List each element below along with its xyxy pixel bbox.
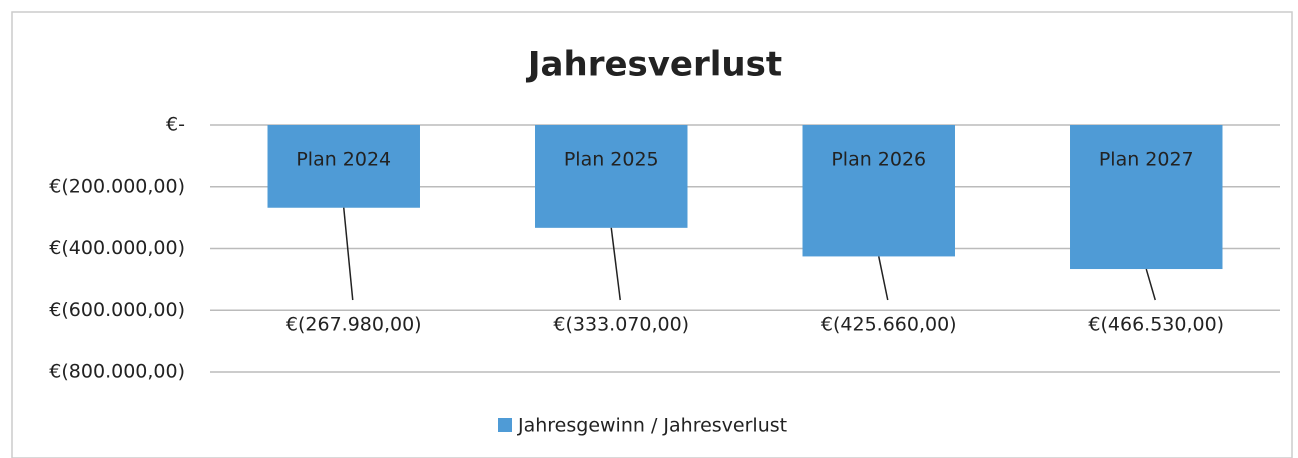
bar bbox=[535, 125, 688, 228]
y-tick-label: €- bbox=[166, 114, 185, 136]
legend-label: Jahresgewinn / Jahresverlust bbox=[517, 415, 787, 437]
y-tick-label: €(800.000,00) bbox=[49, 361, 185, 383]
leader-line bbox=[878, 256, 889, 301]
chart-border bbox=[11, 11, 1293, 458]
category-label: Plan 2026 bbox=[831, 149, 926, 171]
y-tick-label: €(600.000,00) bbox=[49, 299, 185, 321]
category-label: Plan 2027 bbox=[1099, 149, 1194, 171]
data-label: €(267.980,00) bbox=[286, 314, 422, 336]
bar bbox=[802, 125, 955, 257]
bar bbox=[1070, 125, 1223, 270]
legend-swatch bbox=[498, 418, 512, 432]
data-label: €(333.070,00) bbox=[553, 314, 689, 336]
category-label: Plan 2024 bbox=[296, 149, 391, 171]
data-label: €(425.660,00) bbox=[821, 314, 957, 336]
leader-line bbox=[1145, 268, 1156, 301]
data-label: €(466.530,00) bbox=[1088, 314, 1224, 336]
leader-line bbox=[343, 207, 354, 301]
y-tick-label: €(200.000,00) bbox=[49, 175, 185, 197]
bar bbox=[267, 125, 420, 208]
category-label: Plan 2025 bbox=[564, 149, 659, 171]
y-tick-label: €(400.000,00) bbox=[49, 237, 185, 259]
leader-line bbox=[610, 227, 621, 301]
chart-title: Jahresverlust bbox=[526, 45, 782, 85]
